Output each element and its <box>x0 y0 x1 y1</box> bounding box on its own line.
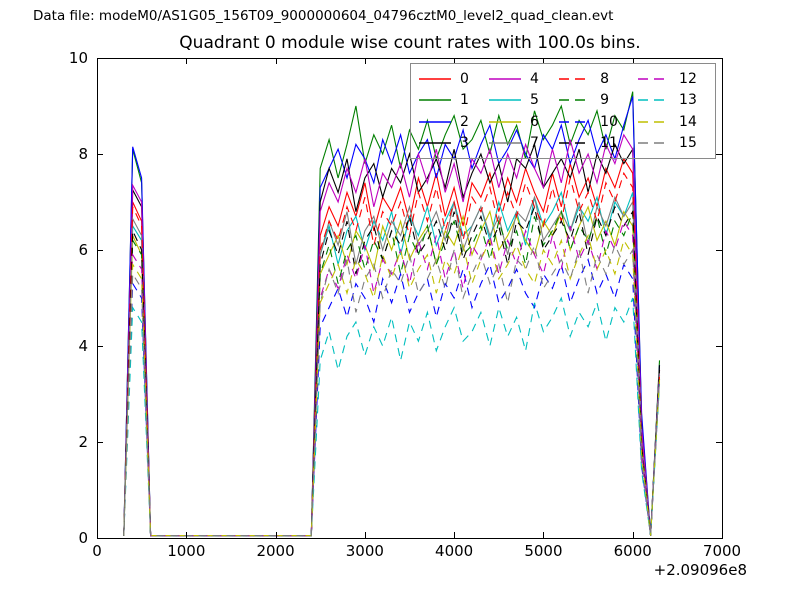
y-tick-label-4: 4 <box>78 337 88 355</box>
legend-label-2: 2 <box>460 113 469 130</box>
series-line-11 <box>123 204 661 537</box>
legend-line-sample-3 <box>419 142 451 144</box>
legend-entry-9: 9 <box>559 90 628 112</box>
legend-label-13: 13 <box>679 92 697 109</box>
series-line-5 <box>123 190 661 537</box>
legend-line-sample-14 <box>638 121 671 123</box>
x-tick-label-5000: 5000 <box>524 542 563 560</box>
legend-entry-15: 15 <box>638 133 707 155</box>
y-tick-label-8: 8 <box>78 145 88 163</box>
legend-label-7: 7 <box>530 135 539 152</box>
legend-label-0: 0 <box>460 70 469 87</box>
x-tick-label-6000: 6000 <box>613 542 652 560</box>
legend-line-sample-10 <box>559 121 592 123</box>
series-line-8 <box>123 171 661 537</box>
x-axis-offset-label: +2.09096e8 <box>653 561 747 579</box>
legend-entry-8: 8 <box>559 68 628 90</box>
legend-label-1: 1 <box>460 92 469 109</box>
legend-entry-14: 14 <box>638 111 707 133</box>
series-line-15 <box>123 243 661 537</box>
legend-line-sample-13 <box>638 99 671 101</box>
legend-label-3: 3 <box>460 135 469 152</box>
series-line-9 <box>123 209 661 537</box>
legend-entry-1: 1 <box>419 90 479 112</box>
legend-entry-2: 2 <box>419 111 479 133</box>
legend-label-4: 4 <box>530 70 539 87</box>
x-tick-label-4000: 4000 <box>435 542 474 560</box>
legend-line-sample-6 <box>489 121 522 123</box>
legend-line-sample-15 <box>638 142 671 144</box>
y-tick-label-2: 2 <box>78 433 88 451</box>
legend-label-9: 9 <box>600 92 610 109</box>
legend-entry-11: 11 <box>559 133 628 155</box>
legend-label-6: 6 <box>530 113 539 130</box>
series-line-2 <box>123 96 661 537</box>
legend-label-14: 14 <box>679 113 697 130</box>
legend-entry-7: 7 <box>489 133 549 155</box>
series-line-0 <box>123 157 661 537</box>
legend-line-sample-12 <box>638 78 671 80</box>
legend-entry-4: 4 <box>489 68 549 90</box>
x-tick-label-7000: 7000 <box>702 542 742 560</box>
y-tick-label-10: 10 <box>68 49 88 67</box>
chart-title: Quadrant 0 module wise count rates with … <box>179 33 641 53</box>
legend-label-12: 12 <box>679 70 697 87</box>
legend-line-sample-0 <box>419 78 451 80</box>
legend-entry-0: 0 <box>419 68 479 90</box>
axes-frame <box>97 58 723 539</box>
series-line-7 <box>123 195 661 537</box>
legend-entry-5: 5 <box>489 90 549 112</box>
y-tick-label-0: 0 <box>78 529 88 547</box>
legend-entry-6: 6 <box>489 111 549 133</box>
legend-line-sample-1 <box>419 99 451 101</box>
data-file-label: Data file: modeM0/AS1G05_156T09_90000006… <box>33 8 614 24</box>
series-line-10 <box>123 257 661 537</box>
series-line-12 <box>123 219 661 537</box>
legend-line-sample-9 <box>559 99 592 101</box>
series-line-13 <box>123 296 661 537</box>
legend-entry-3: 3 <box>419 133 479 155</box>
legend: 0 1 2 3 4 5 6 7 8 9 10 11 12 13 14 15 <box>410 63 716 159</box>
legend-label-8: 8 <box>600 70 610 87</box>
legend-entry-12: 12 <box>638 68 707 90</box>
legend-line-sample-7 <box>489 142 522 144</box>
legend-entry-10: 10 <box>559 111 628 133</box>
legend-line-sample-2 <box>419 121 451 123</box>
legend-label-11: 11 <box>600 135 618 152</box>
series-line-14 <box>123 233 661 537</box>
legend-label-5: 5 <box>530 92 539 109</box>
x-tick-label-0: 0 <box>92 542 102 560</box>
y-tick-label-6: 6 <box>78 241 88 259</box>
legend-label-10: 10 <box>600 113 618 130</box>
legend-entry-13: 13 <box>638 90 707 112</box>
x-tick-label-1000: 1000 <box>167 542 206 560</box>
series-line-4 <box>123 133 661 537</box>
legend-line-sample-11 <box>559 142 592 144</box>
series-line-6 <box>123 205 661 537</box>
legend-label-15: 15 <box>679 135 697 152</box>
x-tick-label-3000: 3000 <box>345 542 384 560</box>
x-tick-label-2000: 2000 <box>256 542 295 560</box>
legend-line-sample-5 <box>489 99 522 101</box>
legend-line-sample-8 <box>559 78 592 80</box>
legend-line-sample-4 <box>489 78 522 80</box>
